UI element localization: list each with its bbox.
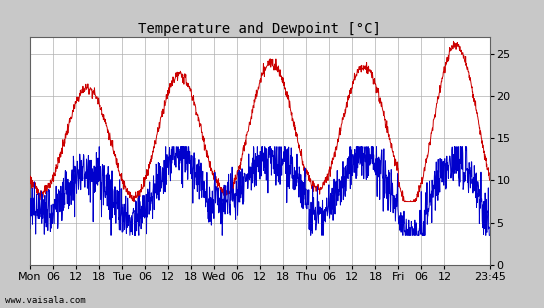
Title: Temperature and Dewpoint [°C]: Temperature and Dewpoint [°C]	[138, 22, 381, 36]
Text: www.vaisala.com: www.vaisala.com	[5, 296, 86, 305]
